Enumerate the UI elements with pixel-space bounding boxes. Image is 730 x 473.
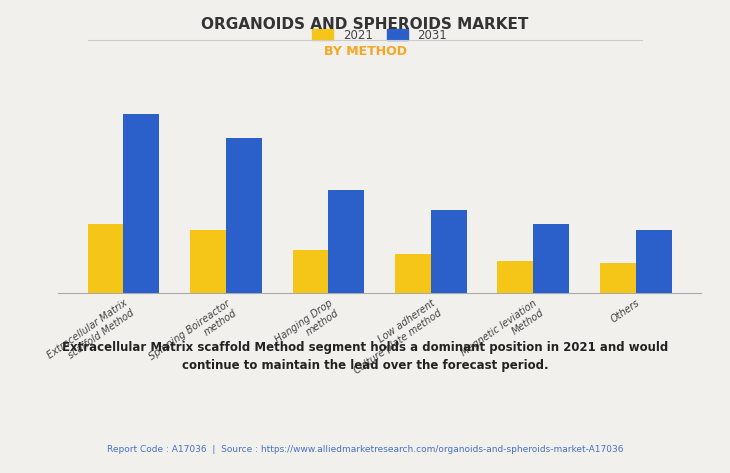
Bar [328,190,364,293]
Bar [190,230,226,293]
Bar [600,263,636,293]
Text: Extracellular Matrix scaffold Method segment holds a dominant position in 2021 a: Extracellular Matrix scaffold Method seg… [62,341,668,372]
Bar [431,210,466,293]
Bar [534,224,569,293]
Bar [395,254,431,293]
Legend: 2021, 2031: 2021, 2031 [309,25,450,45]
Bar [226,138,262,293]
Bar [123,114,159,293]
Bar [497,262,534,293]
Bar [293,250,328,293]
Bar [636,230,672,293]
Text: ORGANOIDS AND SPHEROIDS MARKET: ORGANOIDS AND SPHEROIDS MARKET [201,17,529,32]
Text: Report Code : A17036  |  Source : https://www.alliedmarketresearch.com/organoids: Report Code : A17036 | Source : https://… [107,445,623,454]
Text: BY METHOD: BY METHOD [323,45,407,58]
Bar [88,224,123,293]
